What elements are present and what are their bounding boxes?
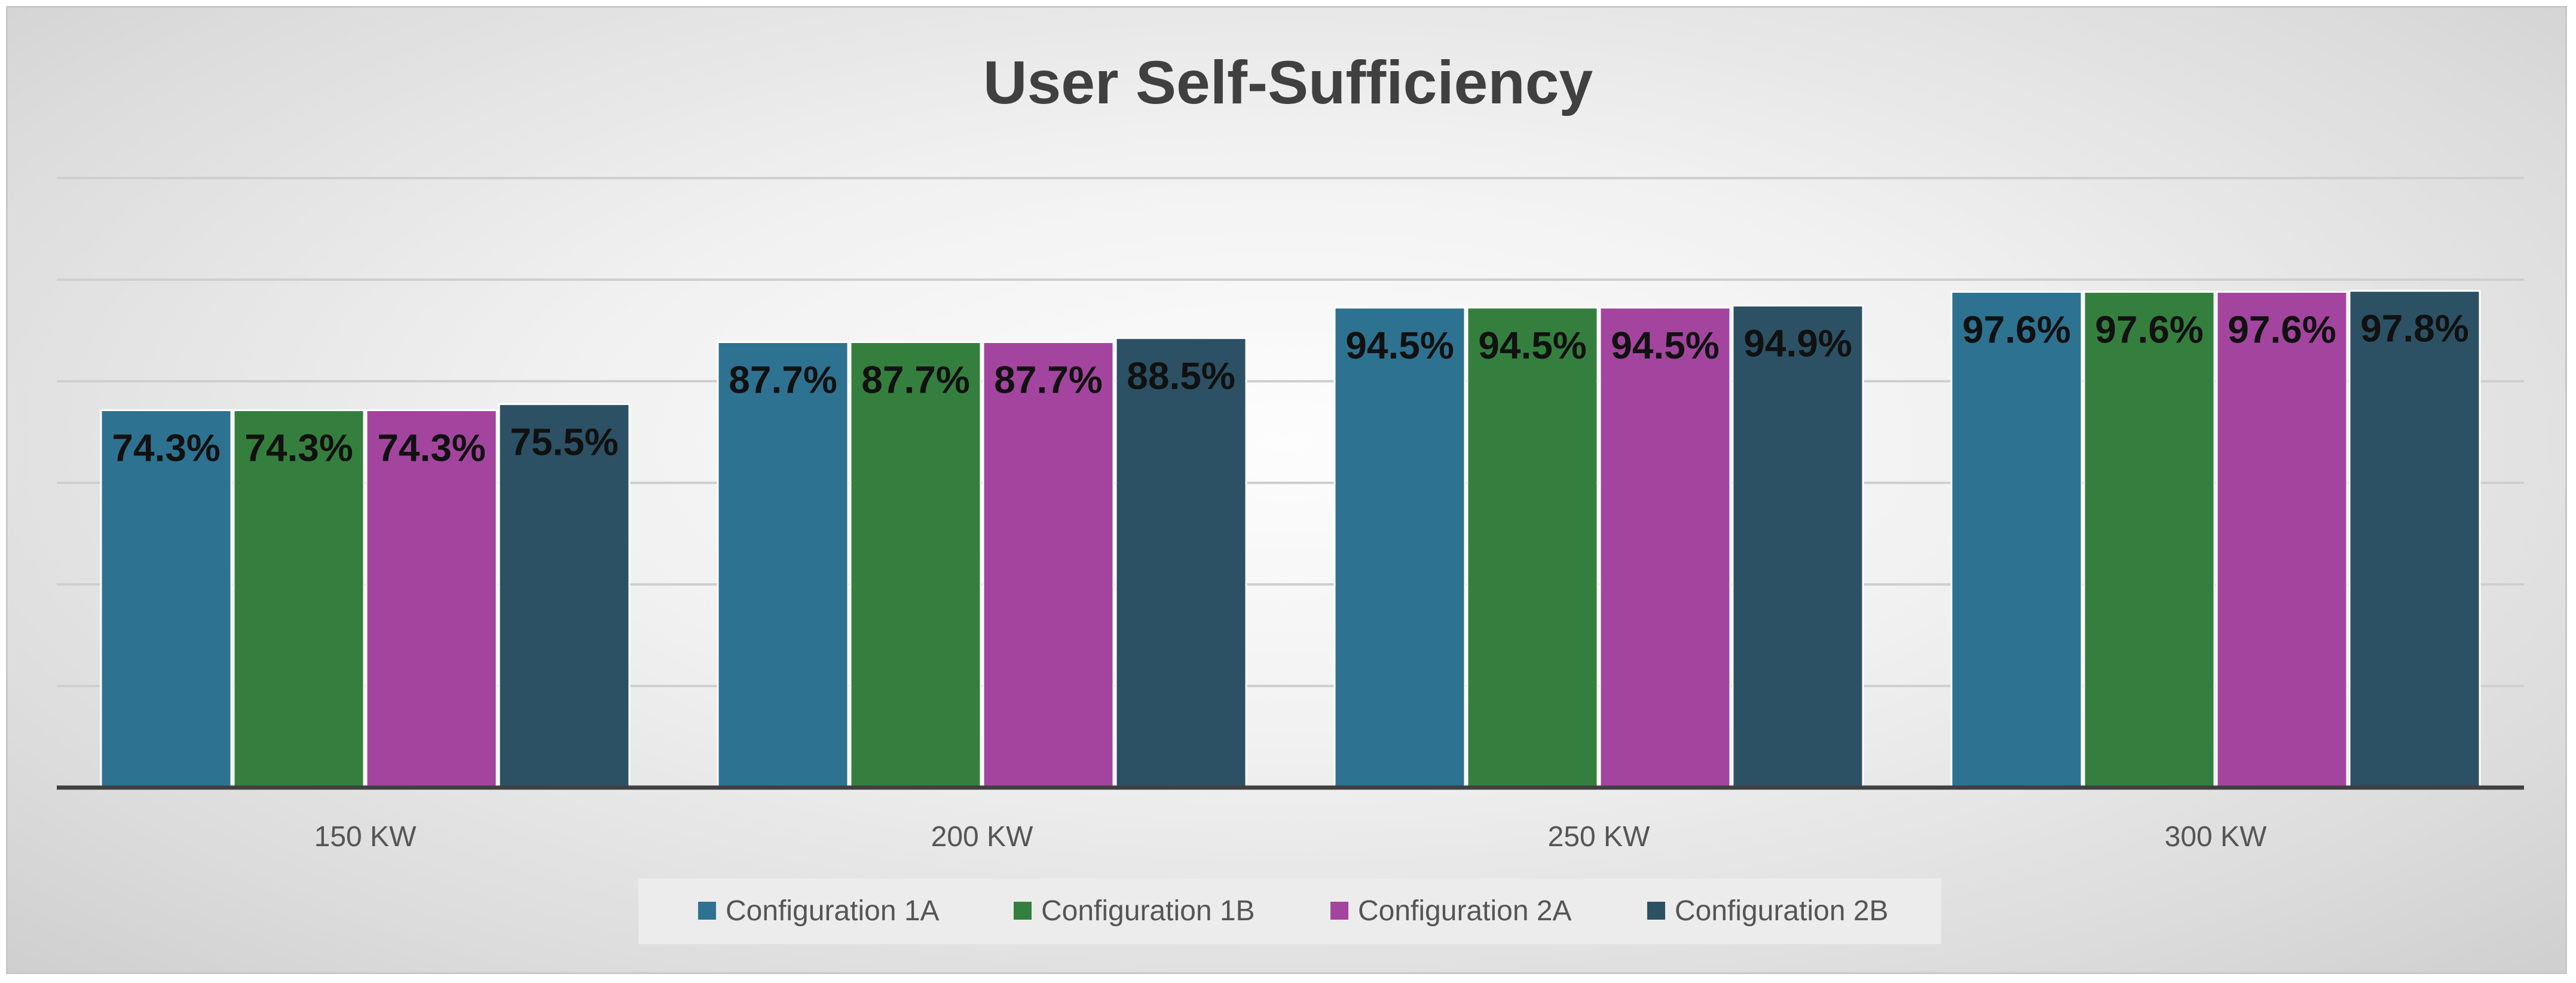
legend-swatch: [1330, 902, 1348, 920]
chart-frame: User Self-Sufficiency 74.3% 74.3% 74.3% 75.…: [6, 6, 2567, 974]
legend-box: [638, 878, 1941, 944]
data-label: 94.5%: [1611, 324, 1719, 367]
data-label: 97.8%: [2360, 307, 2468, 350]
bars: [100, 290, 2481, 789]
data-label: 94.5%: [1345, 324, 1454, 367]
legend-swatch: [1014, 902, 1032, 920]
data-label: 87.7%: [729, 359, 837, 402]
data-label: 94.9%: [1743, 321, 1852, 365]
bar: [1115, 337, 1247, 789]
legend-label: Configuration 2A: [1358, 895, 1572, 927]
x-axis: 150 KW 200 KW 250 KW 300 KW: [57, 785, 2524, 853]
data-label: 87.7%: [861, 359, 969, 402]
bar: [498, 403, 631, 789]
x-tick-label: 200 KW: [931, 821, 1033, 853]
bar: [1731, 304, 1864, 789]
data-label: 97.6%: [1962, 308, 2070, 351]
bar: [849, 341, 982, 789]
data-label: 87.7%: [994, 359, 1102, 402]
bar: [2348, 290, 2481, 789]
data-label: 97.6%: [2228, 308, 2336, 351]
bar: [1599, 307, 1731, 789]
x-tick-label: 300 KW: [2165, 821, 2267, 853]
bar: [2083, 290, 2216, 789]
bar: [1950, 290, 2083, 789]
data-labels: 74.3% 74.3% 74.3% 75.5% 87.7% 87.7% 87.7% 88.5%…: [112, 307, 2468, 470]
bar: [365, 409, 498, 789]
chart-title: User Self-Sufficiency: [983, 48, 1593, 117]
data-label: 75.5%: [510, 420, 618, 463]
x-tick-label: 150 KW: [314, 821, 417, 853]
data-label: 74.3%: [244, 426, 353, 469]
legend-label: Configuration 1A: [726, 895, 940, 927]
legend: Configuration 1A Configuration 1B Configur…: [638, 878, 1941, 944]
data-label: 88.5%: [1127, 354, 1235, 397]
bar: [1466, 307, 1599, 789]
legend-label: Configuration 2B: [1675, 895, 1889, 927]
legend-swatch: [1647, 902, 1665, 920]
chart-canvas: User Self-Sufficiency 74.3% 74.3% 74.3% 75.…: [57, 48, 2524, 944]
bar: [2216, 290, 2348, 789]
bar: [232, 409, 365, 789]
bar: [982, 341, 1115, 789]
legend-label: Configuration 1B: [1041, 895, 1255, 927]
bar: [717, 341, 849, 789]
data-label: 97.6%: [2095, 308, 2203, 351]
data-label: 74.3%: [377, 426, 485, 469]
data-label: 94.5%: [1478, 324, 1586, 367]
data-label: 74.3%: [112, 426, 220, 469]
x-tick-label: 250 KW: [1548, 821, 1650, 853]
bar: [1333, 307, 1466, 789]
legend-swatch: [698, 902, 716, 920]
